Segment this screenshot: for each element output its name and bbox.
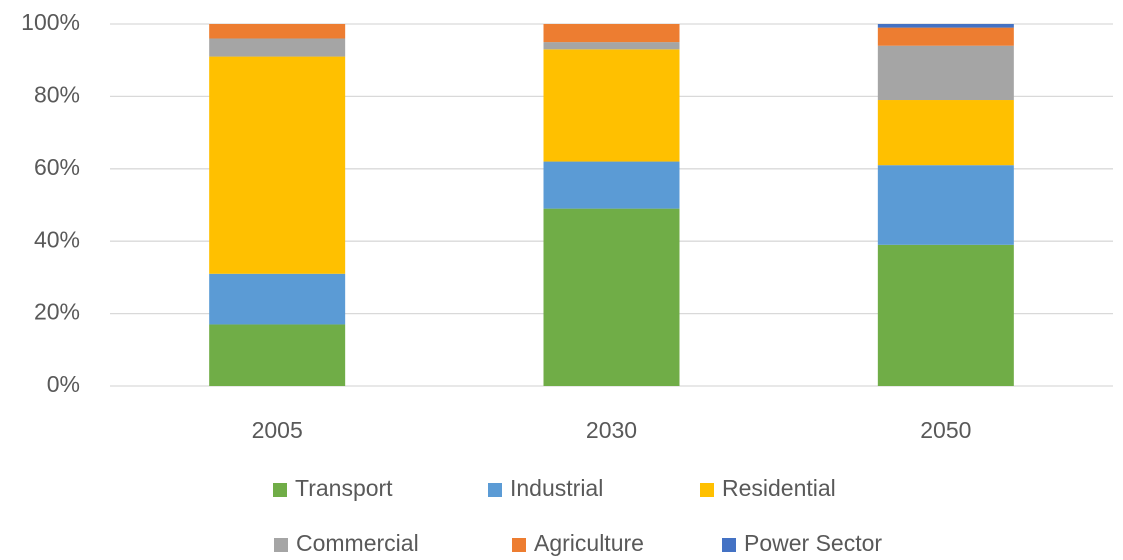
legend-label: Transport: [295, 475, 393, 501]
x-tick-label: 2005: [252, 417, 303, 443]
legend-label: Power Sector: [744, 530, 882, 556]
x-tick-label: 2050: [920, 417, 971, 443]
bar-segment: [209, 38, 346, 57]
legend-swatch: [488, 483, 502, 497]
legend-label: Commercial: [296, 530, 419, 556]
bar-segment: [877, 27, 1014, 46]
y-tick-label: 100%: [21, 9, 80, 35]
bar-segment: [877, 24, 1014, 28]
bar-segment: [543, 42, 680, 50]
y-tick-label: 40%: [34, 226, 80, 252]
bar-segment: [877, 165, 1014, 245]
x-tick-label: 2030: [586, 417, 637, 443]
legend-swatch: [722, 538, 736, 552]
bar-segment: [209, 56, 346, 274]
legend-swatch: [700, 483, 714, 497]
legend-swatch: [512, 538, 526, 552]
bar-segment: [543, 161, 680, 209]
y-tick-label: 60%: [34, 154, 80, 180]
bar-segment: [877, 100, 1014, 166]
bar-segment: [209, 24, 346, 39]
bar-segment: [209, 324, 346, 386]
legend-swatch: [273, 483, 287, 497]
legend-label: Agriculture: [534, 530, 644, 556]
bar-segment: [543, 49, 680, 162]
legend-label: Residential: [722, 475, 836, 501]
legend-swatch: [274, 538, 288, 552]
y-tick-label: 20%: [34, 299, 80, 325]
bar-segment: [209, 273, 346, 325]
y-tick-label: 0%: [47, 371, 80, 397]
bar-segment: [877, 45, 1014, 101]
bar-segment: [877, 244, 1014, 386]
bar-segment: [543, 208, 680, 386]
bar-segment: [543, 24, 680, 43]
y-tick-label: 80%: [34, 81, 80, 107]
legend-label: Industrial: [510, 475, 603, 501]
